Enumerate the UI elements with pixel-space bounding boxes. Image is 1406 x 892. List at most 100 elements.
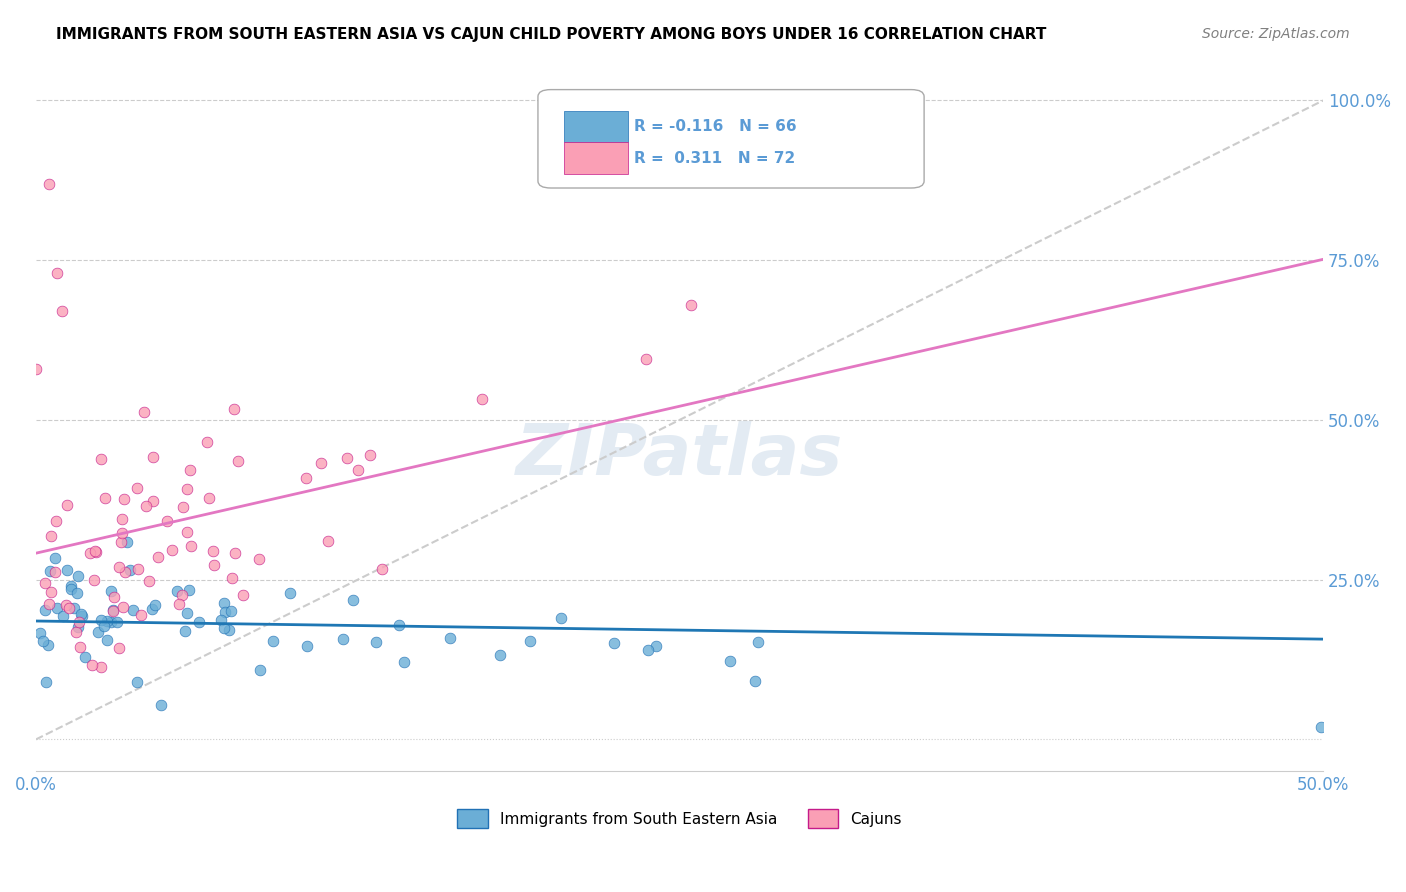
Point bbox=[45, 515, 67, 529]
Point bbox=[90, 660, 112, 674]
Point bbox=[32, 633, 55, 648]
Point bbox=[222, 402, 245, 417]
Point bbox=[318, 533, 340, 548]
Point bbox=[221, 571, 243, 585]
Point bbox=[141, 602, 163, 616]
Point bbox=[295, 640, 318, 654]
Point bbox=[39, 585, 62, 599]
Point bbox=[179, 463, 201, 477]
Point bbox=[66, 619, 89, 633]
Point bbox=[519, 633, 541, 648]
Point bbox=[96, 633, 118, 648]
Point bbox=[45, 266, 67, 280]
Point bbox=[212, 621, 235, 635]
Point bbox=[176, 525, 198, 540]
Point bbox=[121, 603, 143, 617]
Point bbox=[132, 405, 155, 419]
Point bbox=[94, 491, 117, 506]
Point bbox=[602, 636, 624, 650]
Point bbox=[295, 471, 318, 485]
Point bbox=[278, 586, 301, 600]
FancyBboxPatch shape bbox=[564, 111, 628, 143]
Point bbox=[146, 550, 169, 565]
Point bbox=[218, 623, 240, 637]
Point bbox=[66, 586, 89, 600]
Point bbox=[173, 624, 195, 639]
Point bbox=[105, 615, 128, 630]
Point bbox=[101, 603, 124, 617]
Point bbox=[58, 600, 80, 615]
Point bbox=[110, 535, 132, 549]
Point bbox=[67, 615, 90, 629]
Point bbox=[55, 599, 77, 613]
Point bbox=[70, 609, 93, 624]
Point bbox=[79, 546, 101, 560]
Point bbox=[201, 544, 224, 558]
Point bbox=[636, 351, 658, 366]
Point bbox=[86, 625, 108, 640]
Point bbox=[66, 568, 89, 582]
Text: R =  0.311   N = 72: R = 0.311 N = 72 bbox=[634, 151, 796, 166]
Point bbox=[83, 574, 105, 588]
Point bbox=[198, 491, 221, 505]
Point bbox=[262, 633, 284, 648]
Point bbox=[346, 463, 368, 477]
Point bbox=[65, 624, 87, 639]
Point bbox=[718, 654, 741, 668]
Point bbox=[1309, 720, 1331, 734]
Point bbox=[202, 558, 225, 572]
Point bbox=[80, 658, 103, 673]
Point bbox=[167, 597, 190, 611]
Point bbox=[644, 639, 666, 653]
Point bbox=[145, 598, 167, 612]
Point bbox=[637, 642, 659, 657]
Point bbox=[52, 608, 75, 623]
Point bbox=[311, 456, 333, 470]
Text: ZIPatlas: ZIPatlas bbox=[516, 421, 844, 490]
Point bbox=[84, 545, 107, 559]
Point bbox=[156, 514, 179, 528]
Point bbox=[135, 499, 157, 513]
Point bbox=[172, 500, 194, 514]
Point bbox=[46, 601, 69, 615]
Point bbox=[100, 583, 122, 598]
Point bbox=[44, 551, 66, 566]
Point bbox=[69, 640, 91, 655]
Point bbox=[112, 491, 135, 506]
Point bbox=[138, 574, 160, 588]
Point bbox=[392, 656, 415, 670]
Legend: Immigrants from South Eastern Asia, Cajuns: Immigrants from South Eastern Asia, Caju… bbox=[451, 803, 908, 834]
Point bbox=[224, 546, 246, 560]
Point bbox=[41, 529, 63, 543]
Text: R = -0.116   N = 66: R = -0.116 N = 66 bbox=[634, 120, 797, 135]
Point bbox=[247, 551, 270, 566]
Point bbox=[127, 481, 149, 495]
Point bbox=[63, 600, 86, 615]
Point bbox=[187, 615, 209, 629]
Point bbox=[195, 435, 218, 450]
Point bbox=[118, 563, 141, 577]
Point bbox=[127, 562, 149, 576]
Point bbox=[108, 560, 131, 574]
Point bbox=[114, 565, 136, 579]
Point bbox=[101, 604, 124, 618]
Point bbox=[90, 451, 112, 466]
Point bbox=[37, 638, 59, 652]
Point bbox=[176, 607, 198, 621]
Point bbox=[75, 650, 97, 665]
Point bbox=[342, 592, 364, 607]
Text: IMMIGRANTS FROM SOUTH EASTERN ASIA VS CAJUN CHILD POVERTY AMONG BOYS UNDER 16 CO: IMMIGRANTS FROM SOUTH EASTERN ASIA VS CA… bbox=[56, 27, 1046, 42]
Text: Source: ZipAtlas.com: Source: ZipAtlas.com bbox=[1202, 27, 1350, 41]
Point bbox=[232, 588, 254, 602]
Point bbox=[93, 619, 115, 633]
Point bbox=[336, 450, 359, 465]
Point bbox=[56, 563, 79, 577]
Point bbox=[100, 615, 122, 629]
Point bbox=[214, 605, 236, 619]
Point bbox=[219, 604, 242, 618]
Point bbox=[44, 565, 66, 579]
Point bbox=[142, 450, 165, 464]
Point bbox=[366, 635, 388, 649]
Point bbox=[127, 674, 149, 689]
Point bbox=[679, 298, 702, 312]
